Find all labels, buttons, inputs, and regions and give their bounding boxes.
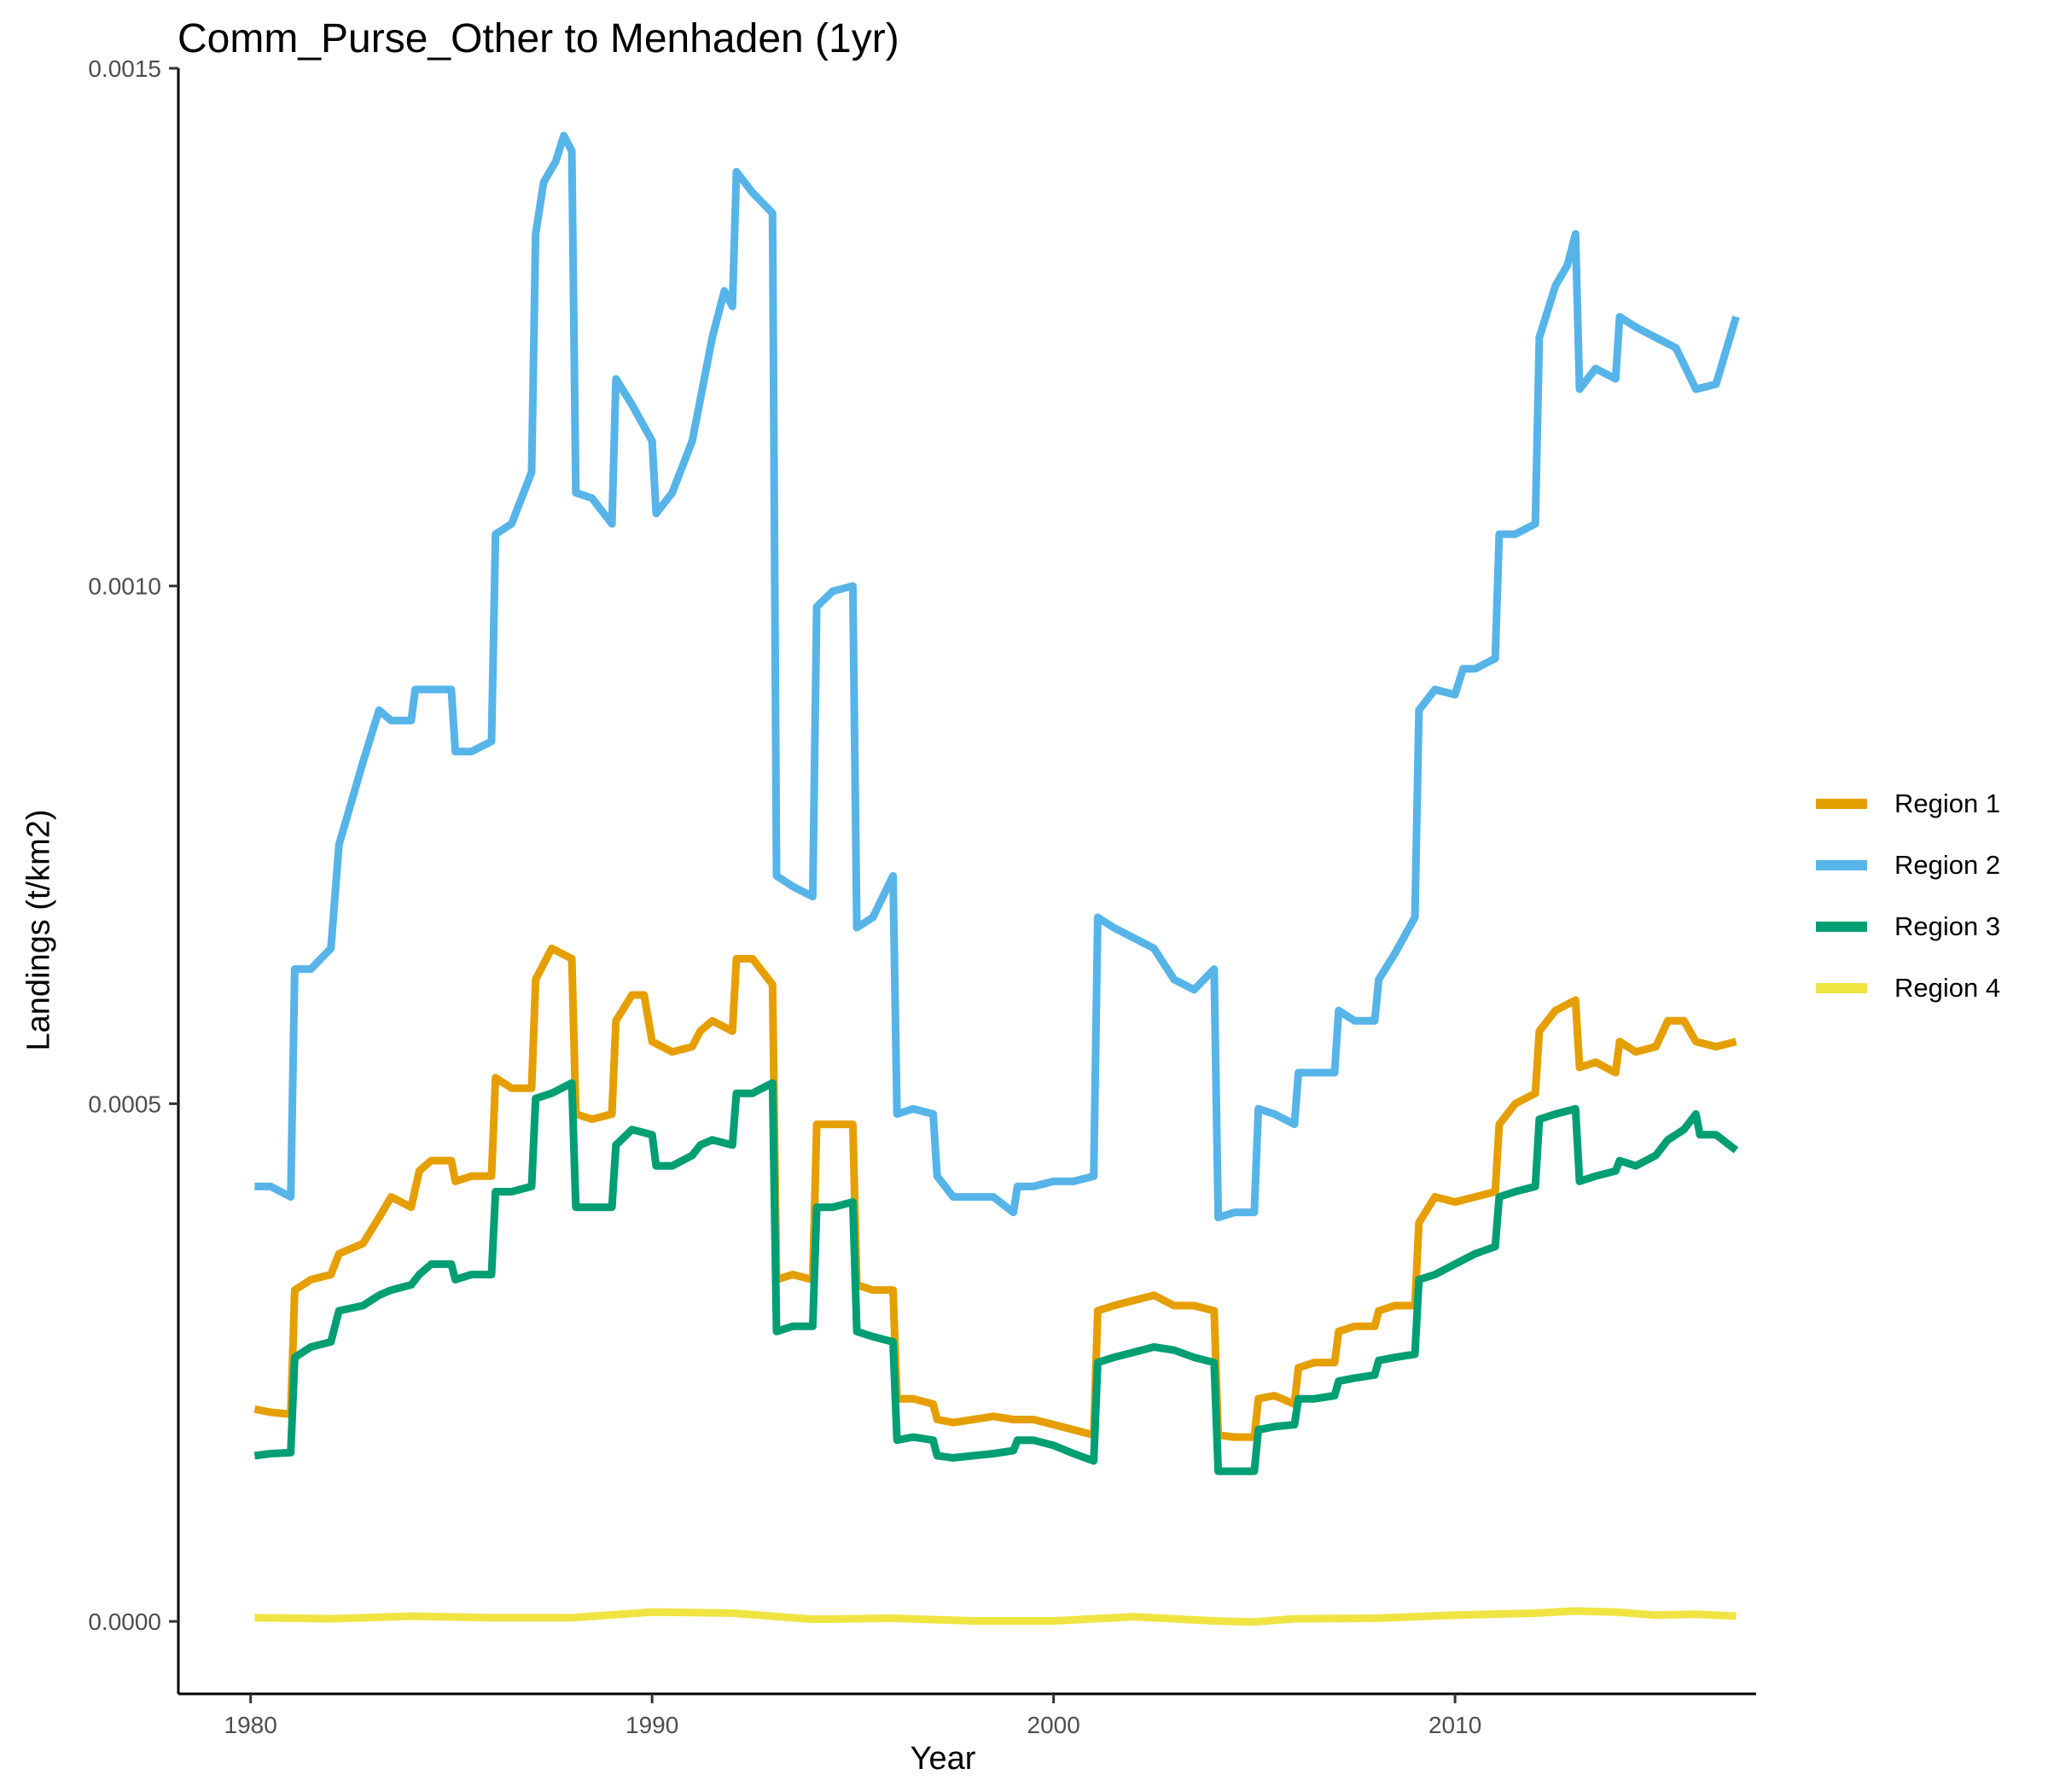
series-line-region-2 (254, 131, 1740, 1222)
legend-item: Region 2 (1816, 835, 2000, 896)
x-tick-label: 2010 (1428, 1712, 1481, 1738)
x-tick-label: 2000 (1027, 1712, 1080, 1738)
legend-key (1816, 922, 1867, 932)
legend-key (1816, 860, 1867, 870)
legend-label: Region 2 (1894, 850, 2001, 880)
legend-item: Region 3 (1816, 896, 2000, 957)
legend-key (1816, 799, 1867, 809)
y-tick-label: 0.0015 (88, 55, 161, 82)
legend-item: Region 1 (1816, 773, 2000, 835)
y-tick-label: 0.0010 (88, 573, 161, 600)
legend-label: Region 1 (1894, 788, 2001, 818)
legend: Region 1 Region 2 Region 3 Region 4 (1816, 773, 2000, 1019)
y-axis-title: Landings (t/km2) (20, 809, 57, 1051)
legend-key (1816, 983, 1867, 993)
x-tick-label: 1990 (625, 1712, 678, 1738)
series-line-region-1 (253, 944, 1737, 1441)
x-tick-label: 1980 (224, 1712, 277, 1738)
series-line-region-4 (254, 1607, 1737, 1626)
chart-title: Comm_Purse_Other to Menhaden (1yr) (177, 16, 899, 61)
legend-item: Region 4 (1816, 957, 2000, 1019)
legend-label: Region 4 (1894, 973, 2001, 1003)
legend-label: Region 3 (1894, 911, 2001, 941)
y-tick-label: 0.0000 (88, 1609, 161, 1635)
x-axis-title: Year (910, 1741, 976, 1777)
series-line-region-3 (253, 1079, 1739, 1475)
y-tick-label: 0.0005 (88, 1091, 161, 1117)
